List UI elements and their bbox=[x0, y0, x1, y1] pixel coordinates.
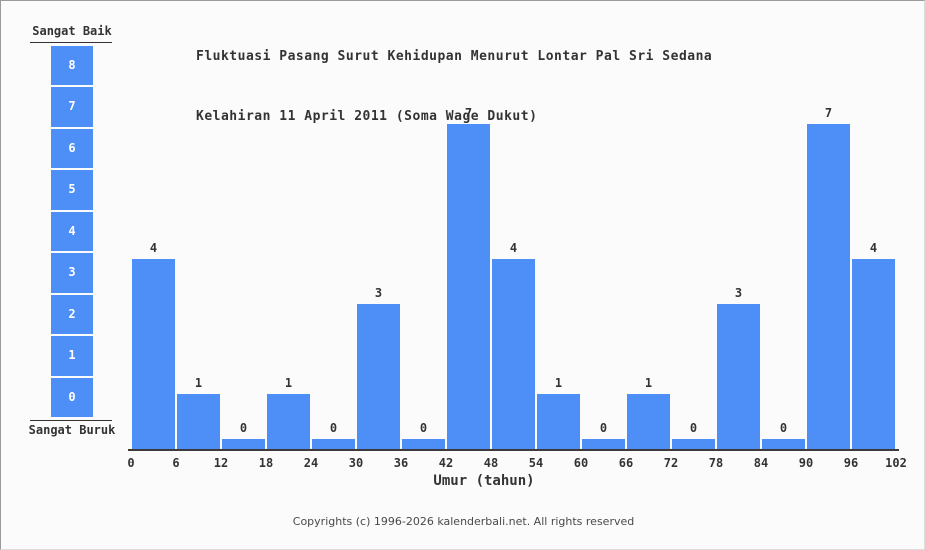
chart-title-line1: Fluktuasi Pasang Surut Kehidupan Menurut… bbox=[196, 49, 713, 64]
legend-best-label: Sangat Baik bbox=[32, 24, 112, 38]
bar-value-label: 1 bbox=[194, 376, 203, 390]
legend-scale-box: 2 bbox=[51, 294, 93, 335]
legend-scale-box: 5 bbox=[51, 170, 93, 210]
chart-title: Fluktuasi Pasang Surut Kehidupan Menurut… bbox=[196, 7, 712, 167]
x-tick-label: 60 bbox=[573, 456, 589, 470]
x-tick-label: 36 bbox=[393, 456, 409, 470]
bar bbox=[177, 394, 220, 449]
bar-value-label: 4 bbox=[869, 241, 878, 255]
bar bbox=[402, 439, 445, 449]
bar-value-label: 3 bbox=[734, 286, 743, 300]
x-axis-line bbox=[128, 449, 899, 451]
bar-value-label: 0 bbox=[239, 421, 248, 435]
bar bbox=[267, 394, 310, 449]
x-axis-title: Umur (tahun) bbox=[433, 473, 535, 489]
legend-top-divider bbox=[30, 42, 112, 43]
legend-scale-box: 7 bbox=[51, 87, 93, 127]
bar-value-label: 7 bbox=[824, 106, 833, 120]
bar bbox=[582, 439, 625, 449]
x-tick-label: 18 bbox=[258, 456, 274, 470]
bar bbox=[492, 259, 535, 449]
bar-value-label: 4 bbox=[509, 241, 518, 255]
legend-scale-box: 6 bbox=[51, 128, 93, 169]
bar bbox=[852, 259, 895, 449]
bar bbox=[222, 439, 265, 449]
x-tick-label: 6 bbox=[172, 456, 180, 470]
x-tick-label: 84 bbox=[753, 456, 769, 470]
x-tick-label: 0 bbox=[127, 456, 135, 470]
x-tick-label: 78 bbox=[708, 456, 724, 470]
legend-scale-box: 0 bbox=[51, 377, 93, 417]
bar-value-label: 1 bbox=[644, 376, 653, 390]
x-tick-label: 30 bbox=[348, 456, 364, 470]
x-tick-label: 72 bbox=[663, 456, 679, 470]
legend-bottom-divider bbox=[30, 420, 112, 421]
bar-value-label: 1 bbox=[284, 376, 293, 390]
bar bbox=[627, 394, 670, 449]
copyright-text: Copyrights (c) 1996-2026 kalenderbali.ne… bbox=[292, 515, 635, 528]
x-tick-label: 48 bbox=[483, 456, 499, 470]
bar bbox=[312, 439, 355, 449]
x-tick-label: 102 bbox=[885, 456, 907, 470]
legend-scale-box: 4 bbox=[51, 211, 93, 252]
x-tick-label: 24 bbox=[303, 456, 319, 470]
bar-value-label: 1 bbox=[554, 376, 563, 390]
legend-scale-box: 1 bbox=[51, 336, 93, 376]
bar bbox=[807, 124, 850, 449]
bar-value-label: 0 bbox=[419, 421, 428, 435]
x-tick-label: 90 bbox=[798, 456, 814, 470]
bar bbox=[717, 304, 760, 449]
legend-scale-box: 3 bbox=[51, 253, 93, 293]
bar-value-label: 3 bbox=[374, 286, 383, 300]
bar-value-label: 0 bbox=[599, 421, 608, 435]
bar-value-label: 0 bbox=[779, 421, 788, 435]
bar bbox=[672, 439, 715, 449]
bar-value-label: 0 bbox=[329, 421, 338, 435]
x-tick-label: 42 bbox=[438, 456, 454, 470]
bar bbox=[132, 259, 175, 449]
bar bbox=[762, 439, 805, 449]
bar-value-label: 7 bbox=[464, 106, 473, 120]
x-tick-label: 12 bbox=[213, 456, 229, 470]
bar bbox=[537, 394, 580, 449]
bar-value-label: 4 bbox=[149, 241, 158, 255]
x-tick-label: 96 bbox=[843, 456, 859, 470]
x-tick-label: 66 bbox=[618, 456, 634, 470]
chart-title-line2: Kelahiran 11 April 2011 (Soma Wage Dukut… bbox=[196, 109, 538, 124]
x-tick-label: 54 bbox=[528, 456, 544, 470]
bar bbox=[447, 124, 490, 449]
legend-worst-label: Sangat Buruk bbox=[28, 423, 116, 437]
legend-scale-box: 8 bbox=[51, 46, 93, 86]
bar-value-label: 0 bbox=[689, 421, 698, 435]
bar bbox=[357, 304, 400, 449]
